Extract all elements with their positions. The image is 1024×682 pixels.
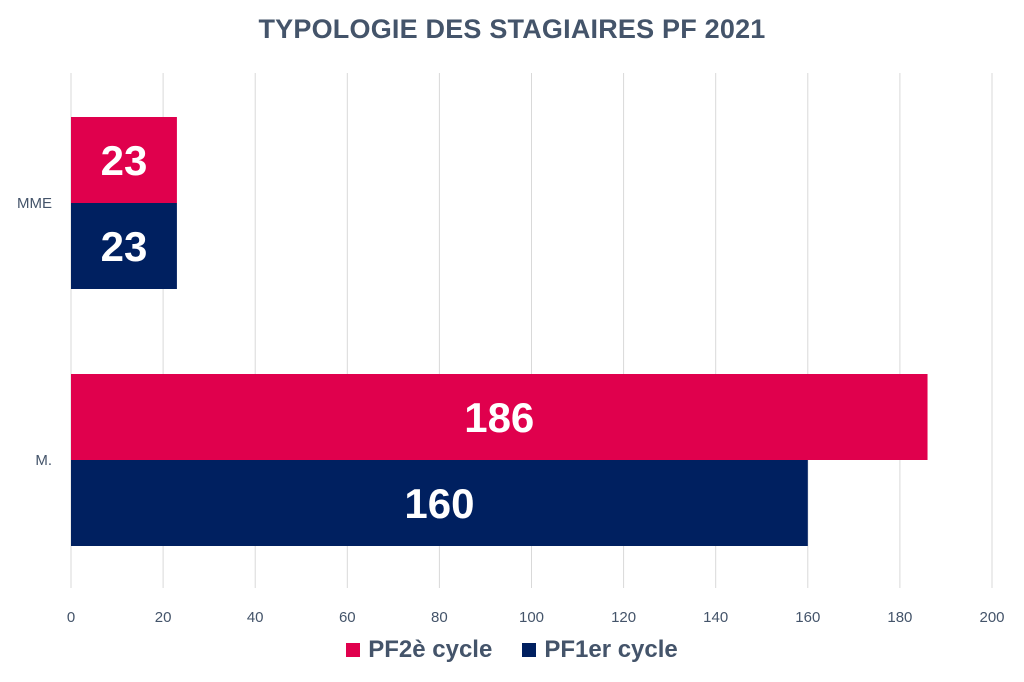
data-label: 160	[404, 480, 474, 527]
y-category-label: MME	[17, 195, 52, 212]
data-label: 186	[464, 394, 534, 441]
x-tick-label: 120	[611, 609, 636, 626]
bar[interactable]	[71, 117, 177, 203]
x-tick-label: 0	[67, 609, 75, 626]
data-label: 23	[101, 137, 148, 184]
x-tick-label: 100	[519, 609, 544, 626]
legend-item-pf2[interactable]: PF2è cycle	[346, 636, 492, 664]
x-tick-label: 160	[795, 609, 820, 626]
legend-item-pf1[interactable]: PF1er cycle	[522, 636, 678, 664]
legend-label: PF1er cycle	[544, 636, 678, 663]
chart-title: TYPOLOGIE DES STAGIAIRES PF 2021	[258, 14, 766, 44]
x-tick-label: 40	[247, 609, 264, 626]
x-tick-label: 60	[339, 609, 356, 626]
gridlines	[70, 73, 993, 588]
x-tick-label: 140	[703, 609, 728, 626]
y-category-label: M.	[35, 452, 52, 469]
data-label: 23	[101, 223, 148, 270]
bar[interactable]	[71, 374, 928, 460]
legend: PF2è cycle PF1er cycle	[0, 636, 1024, 664]
bars	[71, 117, 928, 546]
data-labels: 23 23 186 160	[101, 137, 535, 527]
bar[interactable]	[71, 203, 177, 289]
legend-swatch	[346, 643, 361, 657]
legend-label: PF2è cycle	[368, 636, 493, 663]
x-tick-label: 180	[887, 609, 912, 626]
bar[interactable]	[71, 460, 808, 546]
x-tick-label: 80	[431, 609, 448, 626]
legend-swatch	[522, 643, 537, 657]
x-axis-ticks: 0 20 40 60 80 100 120 140 160 180 200	[67, 609, 1005, 626]
x-tick-label: 200	[979, 609, 1004, 626]
x-tick-label: 20	[155, 609, 172, 626]
y-axis-categories: MME M.	[17, 195, 52, 469]
